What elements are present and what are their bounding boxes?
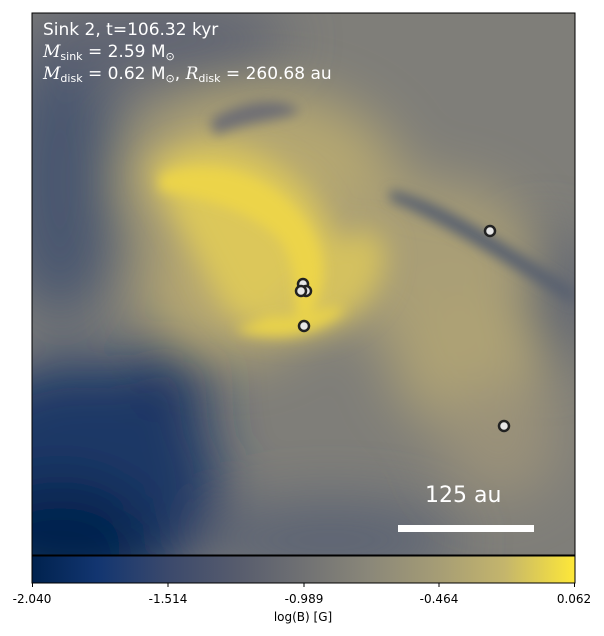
plot-frame: [31, 12, 576, 556]
sink-marker: [497, 419, 511, 433]
colorbar-tick-label: -1.514: [148, 592, 188, 606]
colorbar-tick-label: -2.040: [12, 592, 52, 606]
annotation-disk: Mdisk = 0.62 M⊙, Rdisk = 260.68 au: [43, 64, 332, 85]
annotation-sink-mass: Msink = 2.59 M⊙: [43, 42, 175, 63]
colorbar-tick-label: 0.062: [556, 592, 592, 606]
colorbar: [31, 555, 576, 584]
colorbar-label: log(B) [G]: [273, 610, 333, 624]
sink-marker: [297, 319, 311, 333]
annotation-title: Sink 2, t=106.32 kyr: [43, 20, 219, 40]
colorbar-tick-label: -0.989: [284, 592, 324, 606]
magnetic-field-map: [32, 13, 575, 555]
sink-marker: [483, 224, 497, 238]
scale-bar: [398, 525, 534, 532]
sink-marker: [294, 284, 308, 298]
colorbar-tick-label: -0.464: [419, 592, 459, 606]
scale-bar-label: 125 au: [425, 483, 502, 508]
sink-markers: [294, 224, 511, 433]
colorbar-ticks: [32, 583, 575, 587]
